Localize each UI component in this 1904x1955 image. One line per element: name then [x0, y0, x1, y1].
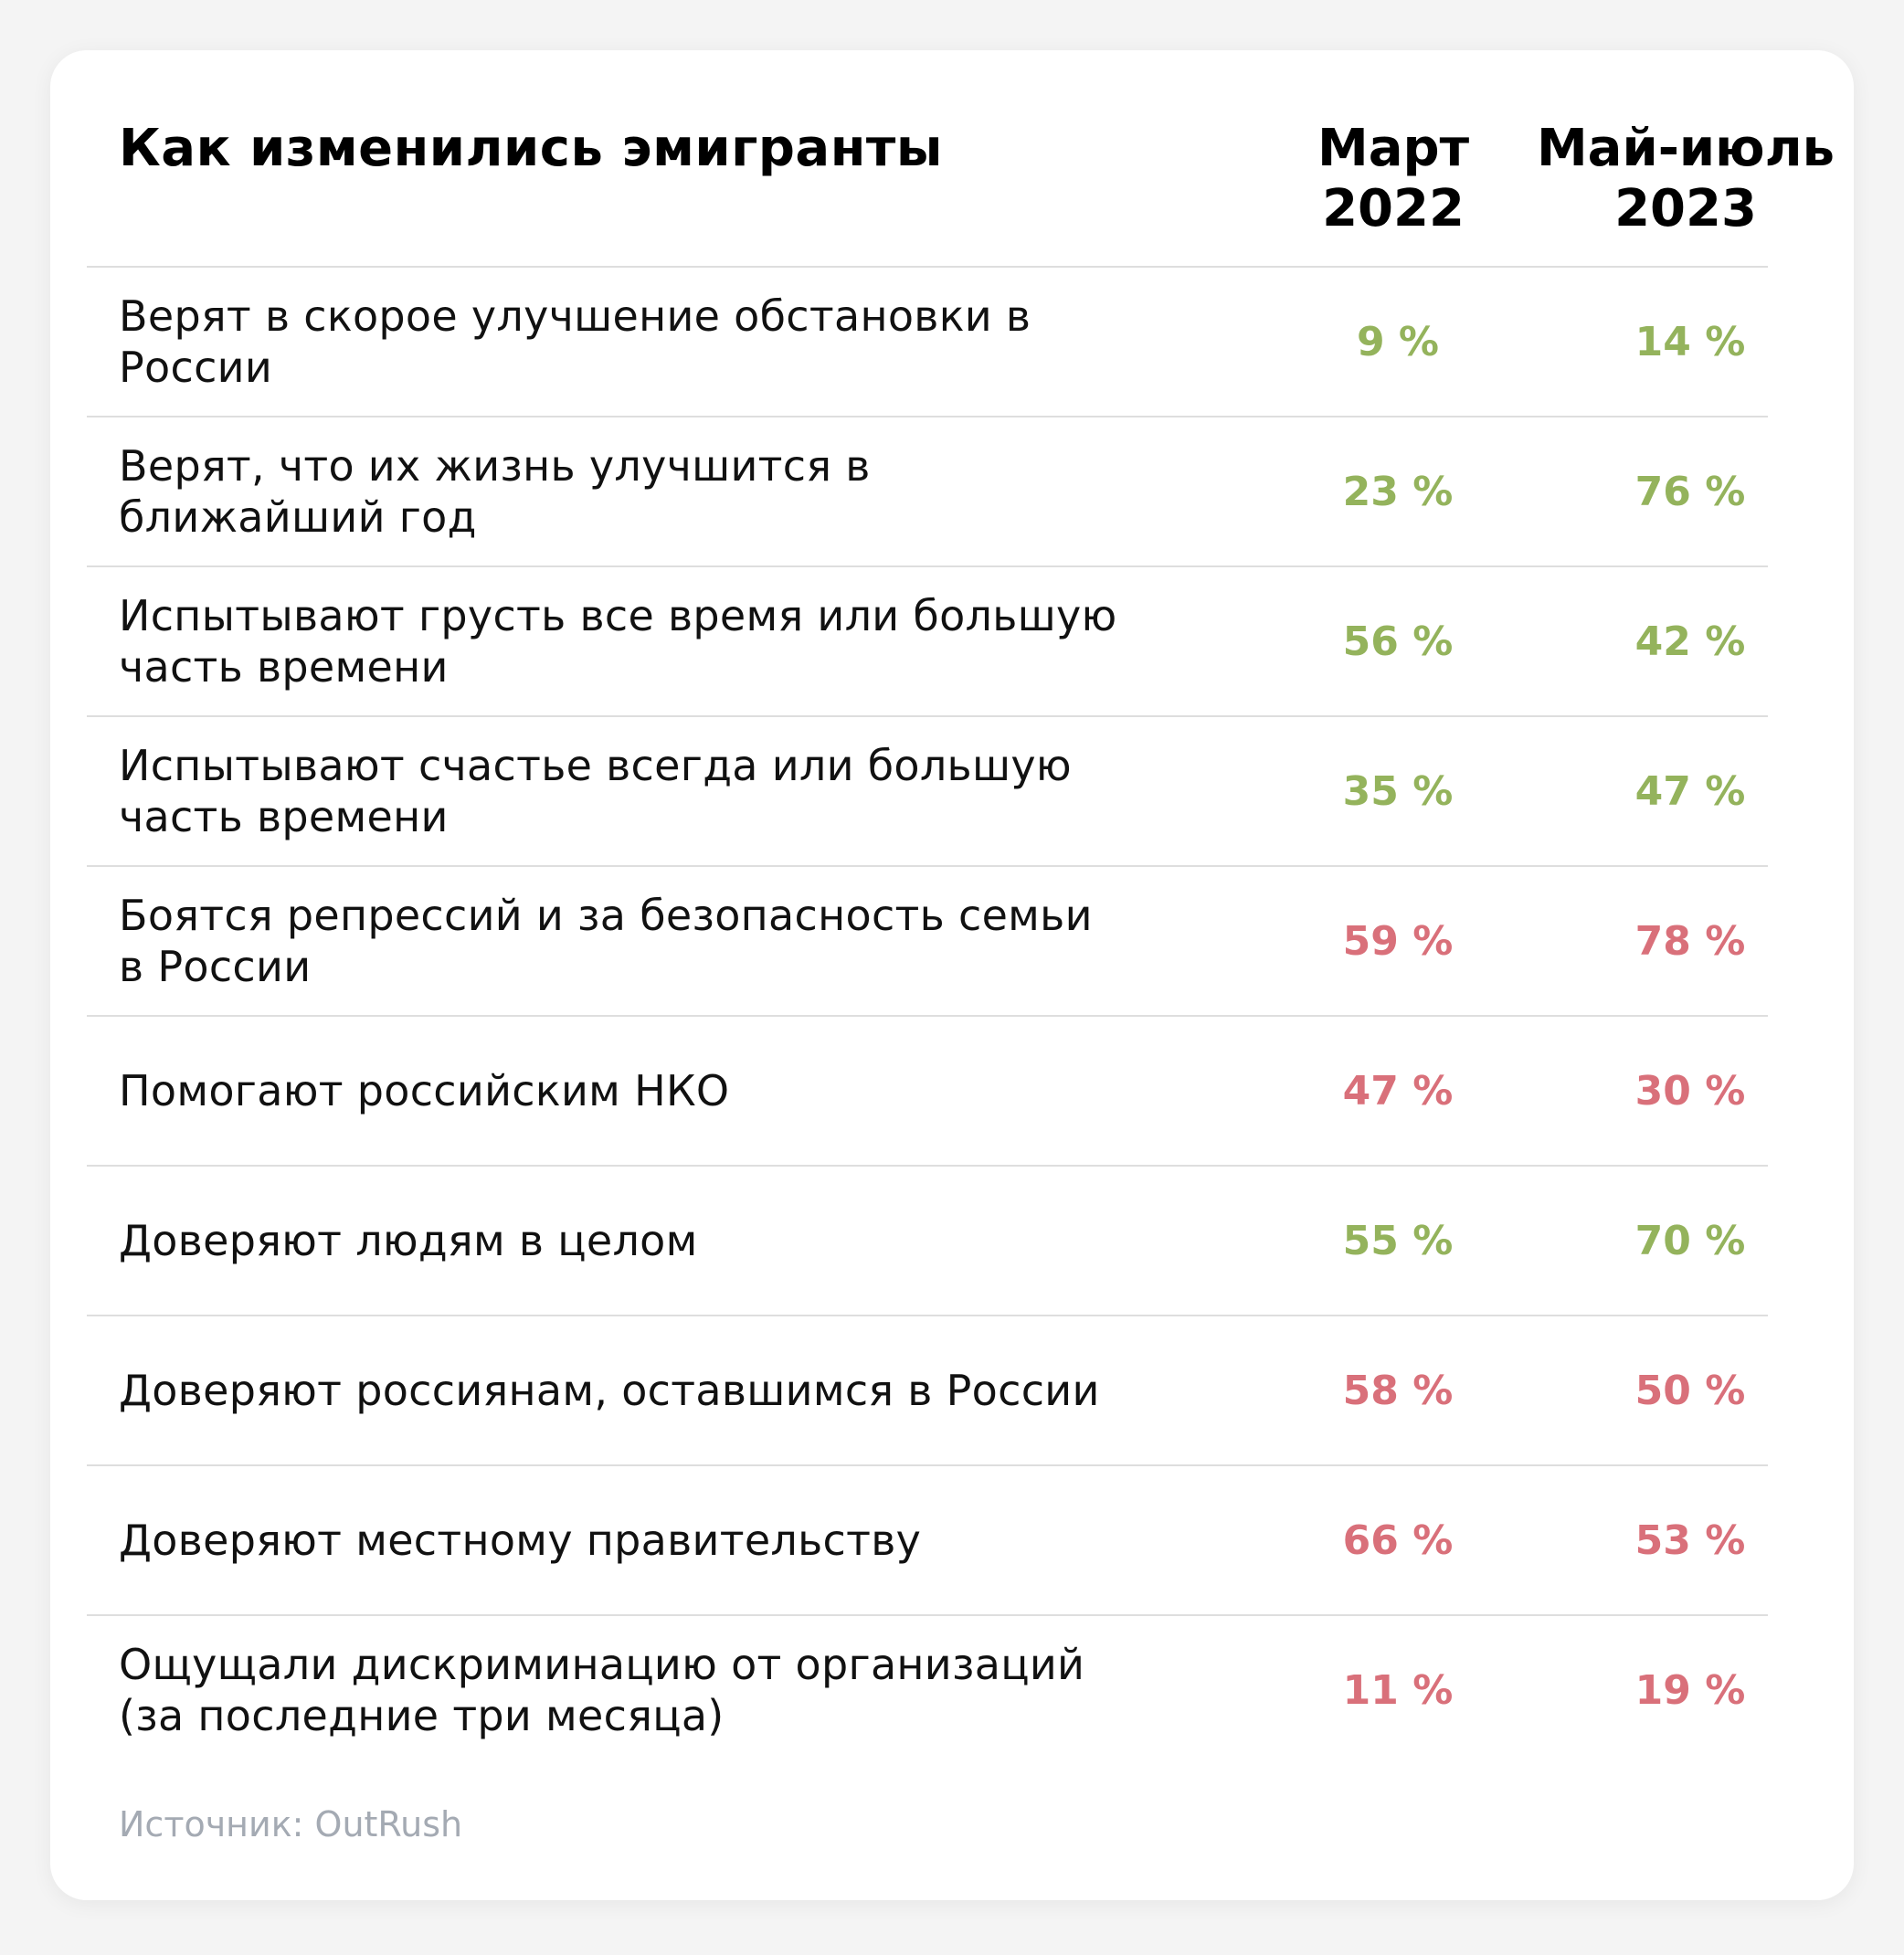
row-label-line: Испытывают счастье всегда или большую: [119, 741, 1072, 790]
row-label-line: Доверяют россиянам, оставшимся в России: [119, 1366, 1100, 1415]
row-label-line: Испытывают грусть все время или большую: [119, 591, 1117, 640]
value-march-2022: 55 %: [1342, 1217, 1454, 1264]
value-may-july-2023: 47 %: [1634, 767, 1746, 815]
value-may-july-2023: 30 %: [1634, 1067, 1746, 1115]
row-label: Испытывают счастье всегда или большую час…: [119, 717, 1133, 865]
column-header-line: Март: [1317, 119, 1470, 178]
row-label: Ощущали дискриминацию от организаций (за …: [119, 1616, 1133, 1764]
row-label: Боятся репрессий и за безопасность семьи…: [119, 867, 1133, 1015]
row-label-line: Доверяют местному правительству: [119, 1516, 922, 1565]
row-label-line: Верят, что их жизнь улучшится в ближайши…: [119, 441, 871, 542]
source-note: Источник: OutRush: [119, 1804, 463, 1844]
table-row: Испытывают счастье всегда или большую час…: [87, 715, 1768, 865]
value-march-2022: 11 %: [1342, 1666, 1454, 1714]
row-label-line: часть времени: [119, 642, 449, 692]
row-label: Помогают российским НКО: [119, 1017, 1133, 1165]
table-header: Как изменились эмигранты Март 2022 Май-и…: [50, 50, 1854, 269]
row-label-line: Верят в скорое улучшение обстановки в Ро…: [119, 291, 1031, 392]
value-march-2022: 23 %: [1342, 468, 1454, 515]
row-label-line: Ощущали дискриминацию от организаций: [119, 1640, 1085, 1689]
value-may-july-2023: 19 %: [1634, 1666, 1746, 1714]
row-label-line: (за последние три месяца): [119, 1691, 725, 1740]
row-label-line: в России: [119, 942, 312, 991]
value-march-2022: 9 %: [1356, 318, 1440, 365]
table-row: Ощущали дискриминацию от организаций (за …: [87, 1614, 1768, 1764]
value-may-july-2023: 76 %: [1634, 468, 1746, 515]
column-header-line: 2022: [1322, 179, 1465, 238]
value-may-july-2023: 50 %: [1634, 1367, 1746, 1414]
column-header-may-july-2023: Май-июль 2023: [1512, 119, 1859, 239]
row-label-line: Боятся репрессий и за безопасность семьи: [119, 891, 1093, 940]
table-row: Доверяют россиянам, оставшимся в России 5…: [87, 1315, 1768, 1464]
value-march-2022: 35 %: [1342, 767, 1454, 815]
table-row: Верят в скорое улучшение обстановки в Ро…: [87, 266, 1768, 416]
column-header-march-2022: Март 2022: [1238, 119, 1549, 239]
table-row: Боятся репрессий и за безопасность семьи…: [87, 865, 1768, 1015]
row-label-line: Доверяют людям в целом: [119, 1216, 698, 1265]
table-row: Доверяют людям в целом 55 % 70 %: [87, 1165, 1768, 1315]
column-header-line: 2023: [1614, 179, 1757, 238]
row-label: Верят, что их жизнь улучшится в ближайши…: [119, 417, 1133, 565]
table-row: Помогают российским НКО 47 % 30 %: [87, 1015, 1768, 1165]
row-label-line: часть времени: [119, 792, 449, 841]
row-label: Испытывают грусть все время или большую ч…: [119, 567, 1133, 715]
value-march-2022: 59 %: [1342, 917, 1454, 965]
value-may-july-2023: 14 %: [1634, 318, 1746, 365]
value-march-2022: 66 %: [1342, 1516, 1454, 1564]
table-body: Верят в скорое улучшение обстановки в Ро…: [87, 266, 1768, 1764]
value-march-2022: 47 %: [1342, 1067, 1454, 1115]
table-row: Испытывают грусть все время или большую ч…: [87, 565, 1768, 715]
table-title: Как изменились эмигранты: [119, 119, 944, 178]
value-may-july-2023: 70 %: [1634, 1217, 1746, 1264]
table-row: Верят, что их жизнь улучшится в ближайши…: [87, 416, 1768, 565]
value-may-july-2023: 42 %: [1634, 618, 1746, 665]
row-label: Доверяют россиянам, оставшимся в России: [119, 1316, 1133, 1464]
value-march-2022: 58 %: [1342, 1367, 1454, 1414]
value-may-july-2023: 78 %: [1634, 917, 1746, 965]
value-march-2022: 56 %: [1342, 618, 1454, 665]
row-label-line: Помогают российским НКО: [119, 1066, 730, 1115]
row-label: Доверяют местному правительству: [119, 1466, 1133, 1614]
row-label: Доверяют людям в целом: [119, 1167, 1133, 1315]
value-may-july-2023: 53 %: [1634, 1516, 1746, 1564]
row-label: Верят в скорое улучшение обстановки в Ро…: [119, 268, 1133, 416]
table-card: Как изменились эмигранты Март 2022 Май-и…: [50, 50, 1854, 1900]
column-header-line: Май-июль: [1536, 119, 1835, 178]
table-row: Доверяют местному правительству 66 % 53 %: [87, 1464, 1768, 1614]
